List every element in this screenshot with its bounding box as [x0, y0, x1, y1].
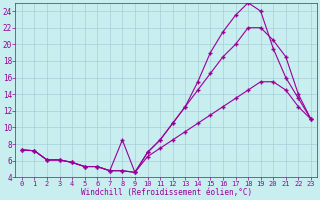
- X-axis label: Windchill (Refroidissement éolien,°C): Windchill (Refroidissement éolien,°C): [81, 188, 252, 197]
